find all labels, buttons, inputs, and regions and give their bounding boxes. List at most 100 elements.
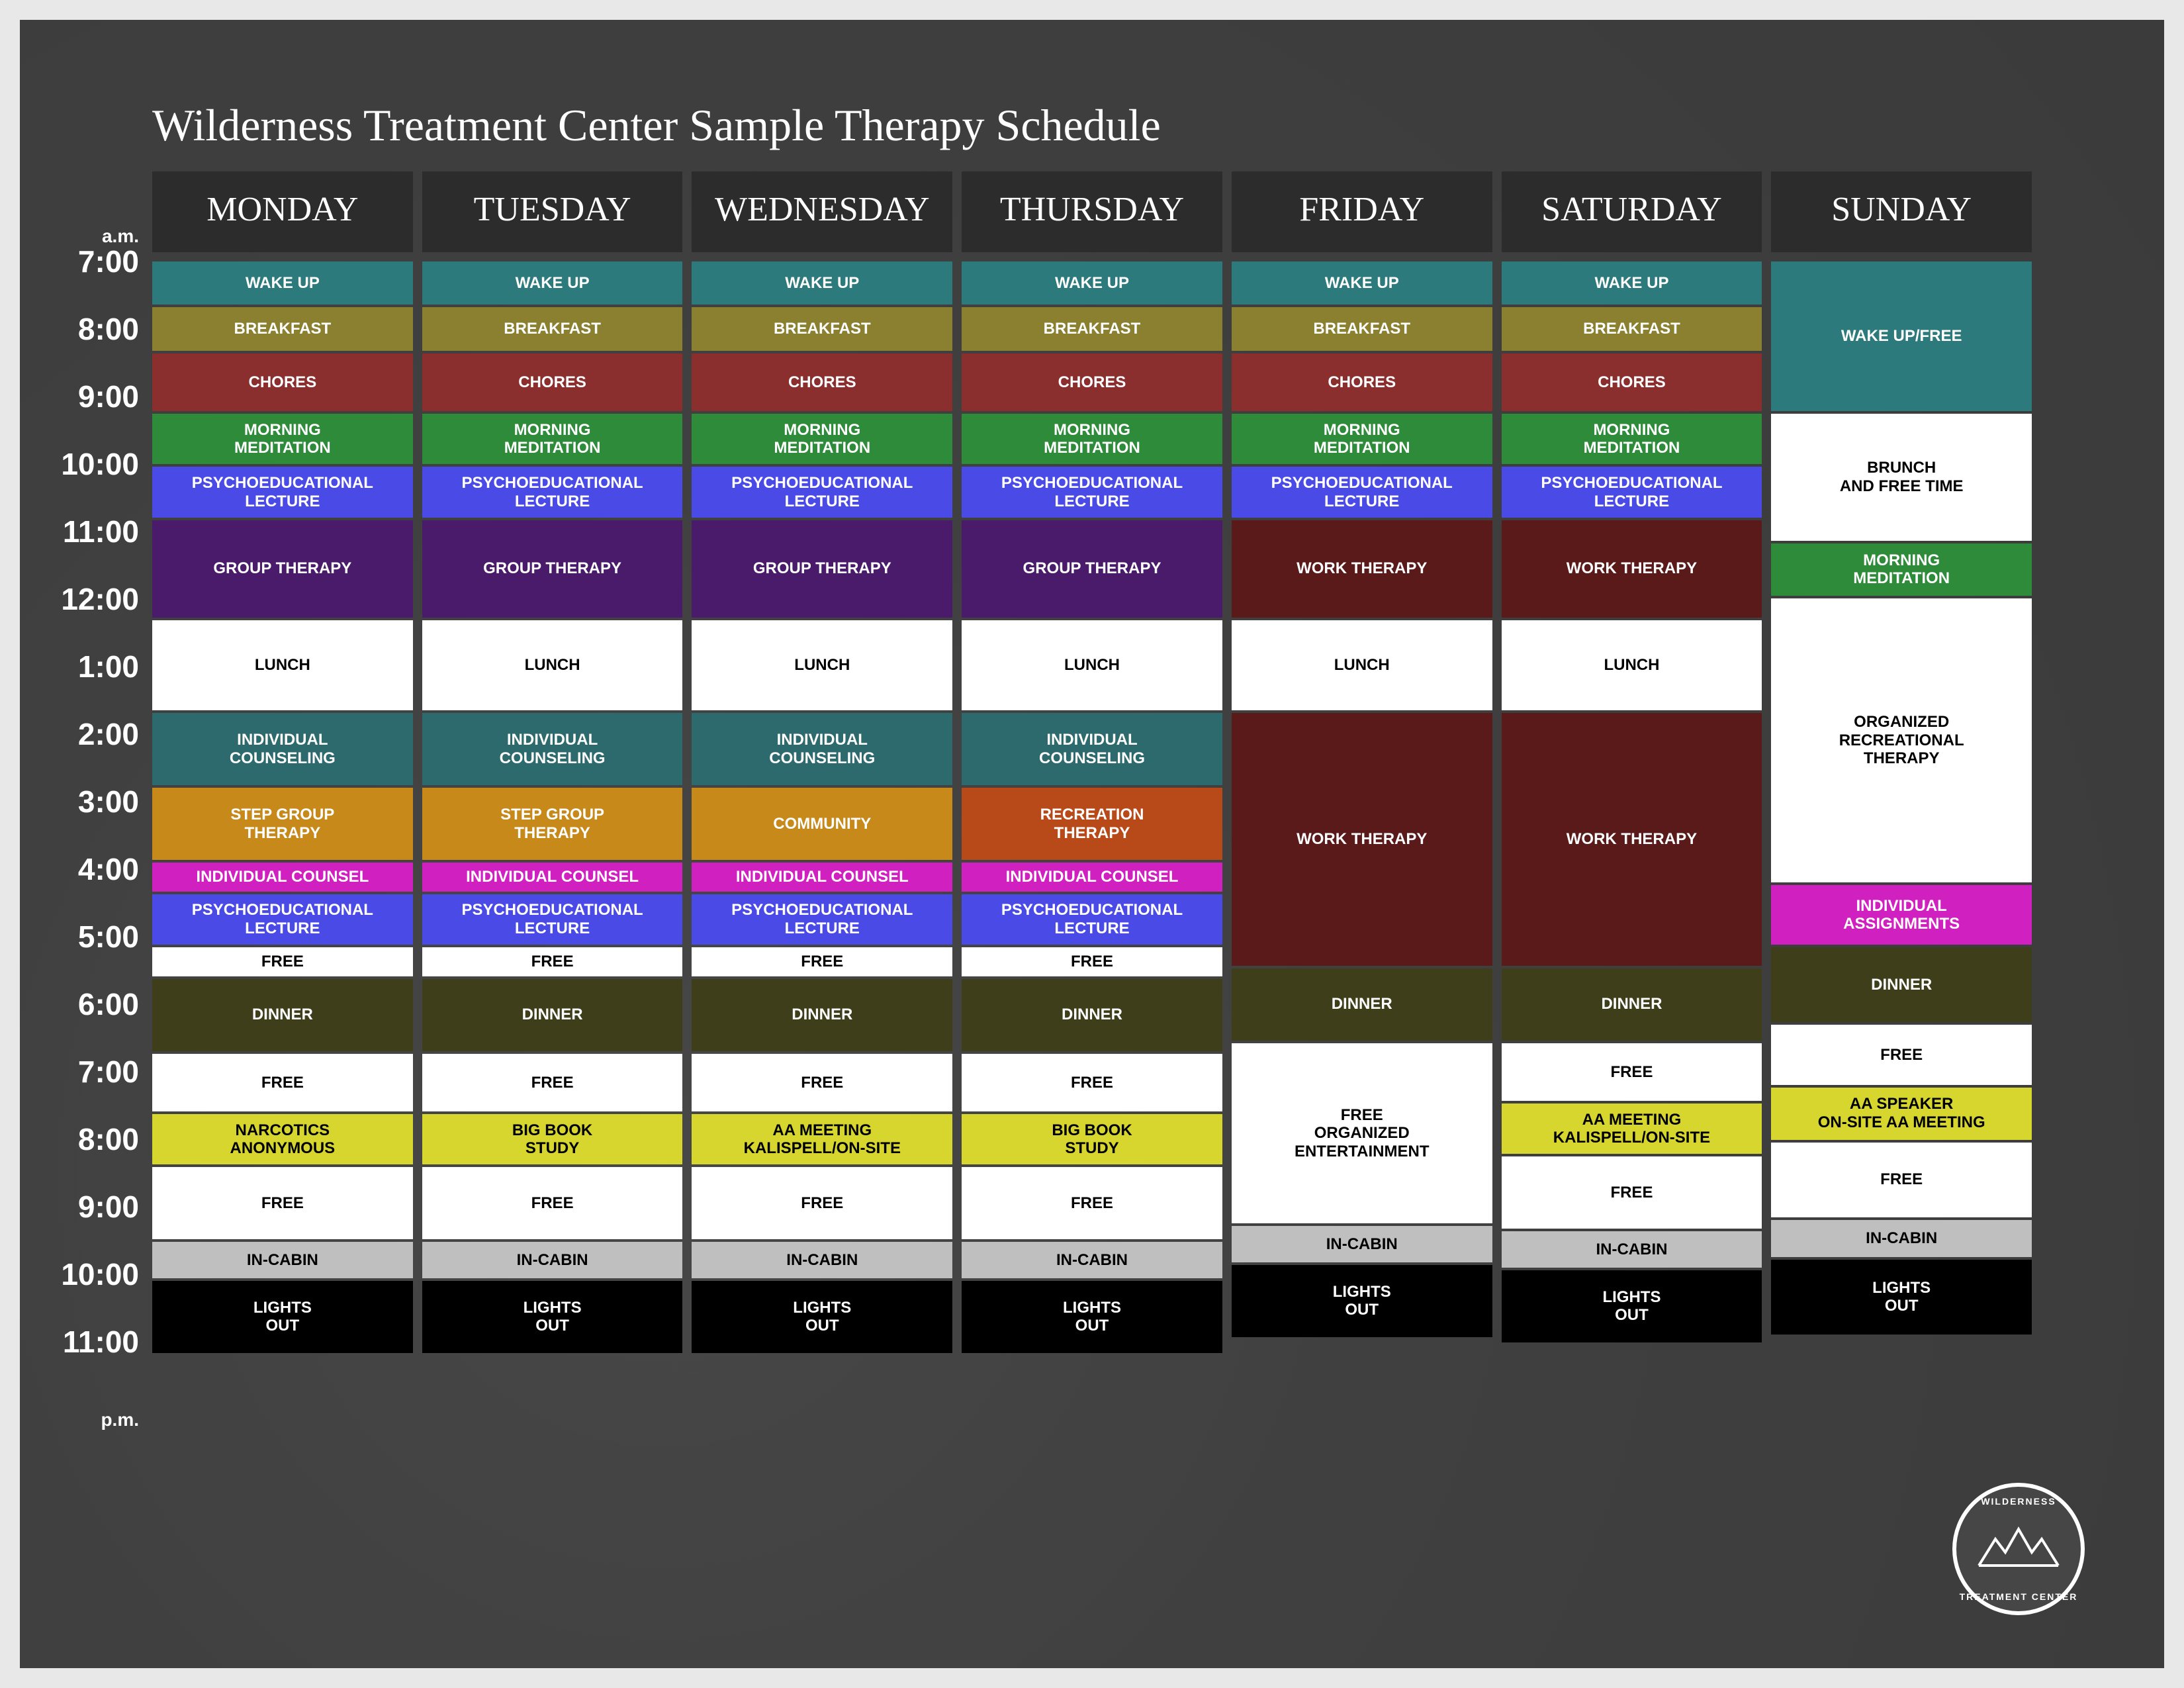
- schedule-slot: LIGHTS OUT: [152, 1281, 413, 1353]
- logo-badge: WILDERNESS TREATMENT CENTER: [1952, 1483, 2085, 1615]
- schedule-slot: INDIVIDUAL COUNSEL: [962, 863, 1222, 892]
- schedule-slot: DINNER: [692, 979, 952, 1051]
- time-label: 9:00: [78, 1189, 139, 1225]
- schedule-slot: BRUNCH AND FREE TIME: [1771, 414, 2032, 541]
- schedule-slot: PSYCHOEDUCATIONAL LECTURE: [422, 467, 683, 517]
- schedule-slot: IN-CABIN: [1771, 1220, 2032, 1257]
- schedule-slot: DINNER: [1502, 968, 1762, 1041]
- pm-label: p.m.: [101, 1409, 139, 1430]
- day-column: SATURDAYWAKE UPBREAKFASTCHORESMORNING ME…: [1502, 171, 1762, 1356]
- day-column: TUESDAYWAKE UPBREAKFASTCHORESMORNING MED…: [422, 171, 683, 1356]
- time-label: 7:00: [78, 244, 139, 279]
- schedule-container: a.m.7:008:009:0010:0011:0012:001:002:003…: [152, 171, 2032, 1356]
- schedule-slot: LIGHTS OUT: [1232, 1265, 1492, 1337]
- schedule-slot: INDIVIDUAL COUNSELING: [152, 713, 413, 785]
- schedule-slot: BREAKFAST: [1502, 307, 1762, 350]
- day-column: SUNDAYWAKE UP/FREEBRUNCH AND FREE TIMEMO…: [1771, 171, 2032, 1356]
- schedule-slot: IN-CABIN: [1502, 1231, 1762, 1268]
- schedule-slot: LUNCH: [152, 620, 413, 710]
- time-label: 1:00: [78, 649, 139, 684]
- schedule-slot: DINNER: [962, 979, 1222, 1051]
- schedule-slot: MORNING MEDITATION: [1502, 414, 1762, 464]
- schedule-slot: MORNING MEDITATION: [962, 414, 1222, 464]
- schedule-grid: MONDAYWAKE UPBREAKFASTCHORESMORNING MEDI…: [152, 171, 2032, 1356]
- schedule-slot: CHORES: [152, 353, 413, 411]
- schedule-slot: INDIVIDUAL COUNSELING: [962, 713, 1222, 785]
- schedule-slot: PSYCHOEDUCATIONAL LECTURE: [962, 467, 1222, 517]
- schedule-slot: RECREATION THERAPY: [962, 788, 1222, 860]
- schedule-slot: INDIVIDUAL COUNSEL: [692, 863, 952, 892]
- logo-inner: WILDERNESS TREATMENT CENTER: [1956, 1487, 2081, 1611]
- schedule-slot: CHORES: [692, 353, 952, 411]
- day-header: FRIDAY: [1232, 171, 1492, 252]
- schedule-slot: PSYCHOEDUCATIONAL LECTURE: [692, 894, 952, 945]
- schedule-slot: INDIVIDUAL COUNSELING: [422, 713, 683, 785]
- schedule-slot: FREE: [692, 1167, 952, 1239]
- schedule-slot: FREE ORGANIZED ENTERTAINMENT: [1232, 1043, 1492, 1224]
- schedule-slot: PSYCHOEDUCATIONAL LECTURE: [1232, 467, 1492, 517]
- schedule-slot: BREAKFAST: [962, 307, 1222, 350]
- schedule-slot: MORNING MEDITATION: [1232, 414, 1492, 464]
- schedule-slot: PSYCHOEDUCATIONAL LECTURE: [152, 467, 413, 517]
- schedule-slot: WORK THERAPY: [1232, 713, 1492, 966]
- mountain-icon: [1976, 1526, 2062, 1572]
- schedule-slot: LIGHTS OUT: [422, 1281, 683, 1353]
- schedule-slot: STEP GROUP THERAPY: [422, 788, 683, 860]
- schedule-slot: CHORES: [962, 353, 1222, 411]
- schedule-slot: WAKE UP: [422, 261, 683, 305]
- schedule-slot: LIGHTS OUT: [962, 1281, 1222, 1353]
- schedule-slot: FREE: [962, 947, 1222, 976]
- schedule-slot: LUNCH: [1232, 620, 1492, 710]
- schedule-slot: IN-CABIN: [692, 1242, 952, 1278]
- schedule-slot: FREE: [152, 1167, 413, 1239]
- schedule-slot: GROUP THERAPY: [152, 520, 413, 618]
- schedule-slot: LUNCH: [422, 620, 683, 710]
- time-label: 11:00: [63, 1324, 139, 1360]
- day-header: THURSDAY: [962, 171, 1222, 252]
- schedule-slot: ORGANIZED RECREATIONAL THERAPY: [1771, 598, 2032, 882]
- schedule-slot: DINNER: [1771, 947, 2032, 1022]
- time-label: 8:00: [78, 311, 139, 347]
- schedule-slot: INDIVIDUAL COUNSELING: [692, 713, 952, 785]
- schedule-slot: PSYCHOEDUCATIONAL LECTURE: [1502, 467, 1762, 517]
- schedule-slot: FREE: [692, 1054, 952, 1111]
- schedule-slot: WORK THERAPY: [1502, 713, 1762, 966]
- day-column: WEDNESDAYWAKE UPBREAKFASTCHORESMORNING M…: [692, 171, 952, 1356]
- schedule-slot: GROUP THERAPY: [692, 520, 952, 618]
- day-column: MONDAYWAKE UPBREAKFASTCHORESMORNING MEDI…: [152, 171, 413, 1356]
- time-label: 7:00: [78, 1054, 139, 1090]
- schedule-slot: WAKE UP: [152, 261, 413, 305]
- logo-text-top: WILDERNESS: [1956, 1496, 2081, 1507]
- schedule-slot: BREAKFAST: [422, 307, 683, 350]
- time-label: 8:00: [78, 1121, 139, 1157]
- schedule-slot: FREE: [422, 1167, 683, 1239]
- day-header: MONDAY: [152, 171, 413, 252]
- schedule-slot: BIG BOOK STUDY: [962, 1114, 1222, 1164]
- schedule-slot: IN-CABIN: [1232, 1226, 1492, 1262]
- schedule-slot: GROUP THERAPY: [962, 520, 1222, 618]
- page: Wilderness Treatment Center Sample Thera…: [20, 20, 2164, 1668]
- schedule-slot: LIGHTS OUT: [1771, 1260, 2032, 1335]
- schedule-slot: WAKE UP/FREE: [1771, 261, 2032, 411]
- day-header: WEDNESDAY: [692, 171, 952, 252]
- schedule-slot: FREE: [1502, 1043, 1762, 1101]
- schedule-slot: FREE: [1771, 1143, 2032, 1217]
- schedule-slot: FREE: [1502, 1156, 1762, 1229]
- page-title: Wilderness Treatment Center Sample Thera…: [152, 99, 2032, 152]
- schedule-slot: LIGHTS OUT: [1502, 1270, 1762, 1342]
- day-column: FRIDAYWAKE UPBREAKFASTCHORESMORNING MEDI…: [1232, 171, 1492, 1356]
- schedule-slot: IN-CABIN: [152, 1242, 413, 1278]
- schedule-slot: INDIVIDUAL COUNSEL: [152, 863, 413, 892]
- schedule-slot: FREE: [962, 1167, 1222, 1239]
- schedule-slot: AA SPEAKER ON-SITE AA MEETING: [1771, 1088, 2032, 1140]
- day-header: TUESDAY: [422, 171, 683, 252]
- time-label: 6:00: [78, 986, 139, 1022]
- schedule-slot: WAKE UP: [962, 261, 1222, 305]
- schedule-slot: MORNING MEDITATION: [422, 414, 683, 464]
- schedule-slot: AA MEETING KALISPELL/ON-SITE: [1502, 1103, 1762, 1154]
- schedule-slot: LUNCH: [962, 620, 1222, 710]
- schedule-slot: BIG BOOK STUDY: [422, 1114, 683, 1164]
- schedule-slot: FREE: [962, 1054, 1222, 1111]
- schedule-slot: MORNING MEDITATION: [1771, 543, 2032, 596]
- schedule-slot: WAKE UP: [1502, 261, 1762, 305]
